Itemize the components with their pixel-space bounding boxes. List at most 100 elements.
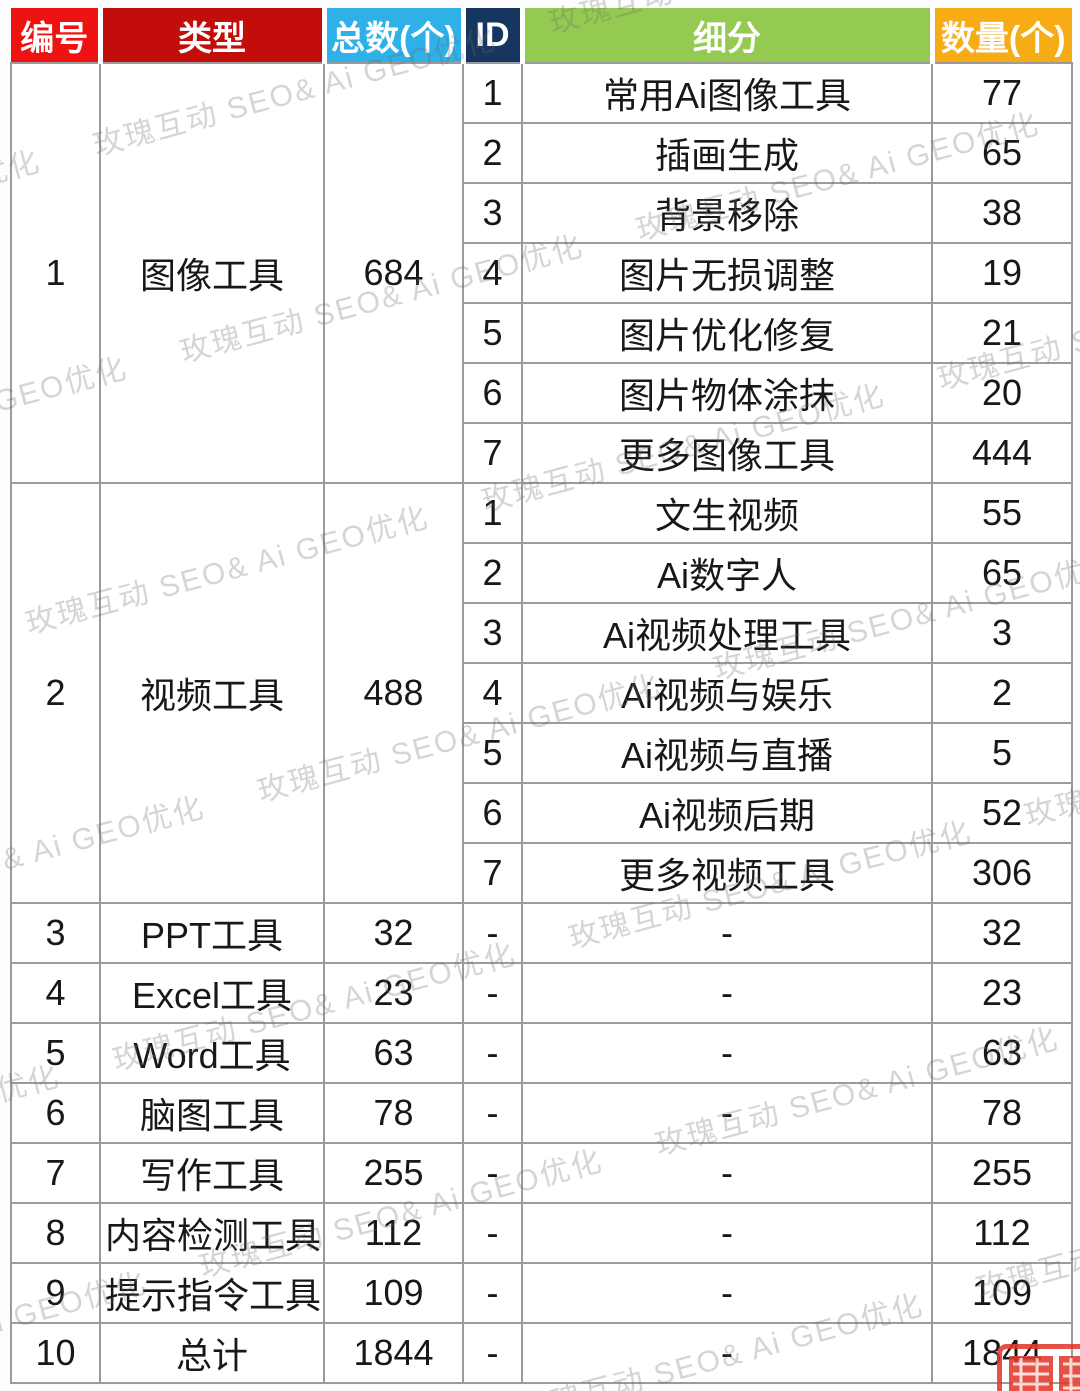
cell-sub-id: 6	[462, 782, 523, 844]
seal-stamp-icon	[997, 1344, 1080, 1391]
cell-sub-id: 7	[462, 422, 523, 484]
cell-name: -	[521, 902, 933, 964]
cell-sub-id: 4	[462, 662, 523, 724]
cell-count: 255	[931, 1142, 1073, 1204]
cell-type: Word工具	[99, 1022, 325, 1084]
cell-type: 提示指令工具	[99, 1262, 325, 1324]
cell-total: 23	[323, 962, 464, 1024]
cell-no: 8	[10, 1202, 101, 1264]
cell-name: -	[521, 962, 933, 1024]
header-row: 编号 类型 总数(个) ID 细分 数量(个)	[11, 8, 1072, 63]
cell-sub-id: 5	[462, 302, 523, 364]
table-row: 8 内容检测工具 112 - - 112	[10, 1202, 1073, 1264]
cell-sub-id: 4	[462, 242, 523, 304]
cell-group-type: 图像工具	[99, 62, 325, 484]
cell-sub-count: 5	[931, 722, 1073, 784]
cell-sub-count: 77	[931, 62, 1073, 124]
cell-total: 255	[323, 1142, 464, 1204]
cell-group-total: 684	[323, 62, 464, 484]
table-row: 3 PPT工具 32 - - 32	[10, 902, 1073, 964]
cell-sub-count: 3	[931, 602, 1073, 664]
cell-sub-count: 19	[931, 242, 1073, 304]
table-row: 5 Word工具 63 - - 63	[10, 1022, 1073, 1084]
cell-sub-count: 65	[931, 542, 1073, 604]
table-row: 7 更多视频工具 306	[11, 842, 1073, 904]
cell-total: 109	[323, 1262, 464, 1324]
cell-type: 总计	[99, 1322, 325, 1384]
cell-no: 3	[10, 902, 101, 964]
cell-sub-id: 3	[462, 602, 523, 664]
cell-id: -	[462, 1322, 523, 1384]
cell-sub-count: 2	[931, 662, 1073, 724]
cell-no: 7	[10, 1142, 101, 1204]
cell-count: 78	[931, 1082, 1073, 1144]
table-row: 2 Ai数字人 65	[11, 542, 1073, 604]
cell-sub-count: 38	[931, 182, 1073, 244]
cell-sub-name: 更多图像工具	[521, 422, 933, 484]
cell-sub-id: 1	[462, 482, 523, 544]
cell-id: -	[462, 1082, 523, 1144]
cell-sub-name: Ai视频处理工具	[521, 602, 933, 664]
cell-sub-name: Ai视频与直播	[521, 722, 933, 784]
cell-id: -	[462, 1142, 523, 1204]
cell-sub-name: Ai视频与娱乐	[521, 662, 933, 724]
table-row: 2 视频工具 488 1 文生视频 55	[10, 482, 1073, 904]
table-row: 7 写作工具 255 - - 255	[10, 1142, 1073, 1204]
cell-group-type: 视频工具	[99, 482, 325, 904]
table-row: 6 脑图工具 78 - - 78	[10, 1082, 1073, 1144]
cell-name: -	[521, 1262, 933, 1324]
cell-no: 5	[10, 1022, 101, 1084]
table-row: 3 Ai视频处理工具 3	[11, 602, 1073, 664]
cell-sub-id: 6	[462, 362, 523, 424]
cell-group-no: 1	[10, 62, 101, 484]
cell-type: 写作工具	[99, 1142, 325, 1204]
cell-sub-count: 52	[931, 782, 1073, 844]
cell-sub-name: 图片优化修复	[521, 302, 933, 364]
cell-total: 1844	[323, 1322, 464, 1384]
cell-count: 32	[931, 902, 1073, 964]
cell-sub-count: 444	[931, 422, 1073, 484]
cell-count: 109	[931, 1262, 1073, 1324]
cell-count: 63	[931, 1022, 1073, 1084]
cell-sub-name: 常用Ai图像工具	[521, 62, 933, 124]
cell-sub-name: 更多视频工具	[521, 842, 933, 904]
cell-type: PPT工具	[99, 902, 325, 964]
cell-sub-count: 306	[931, 842, 1073, 904]
table-row: 3 背景移除 38	[11, 182, 1073, 244]
cell-sub-id: 5	[462, 722, 523, 784]
column-header-id: ID	[463, 8, 525, 63]
cell-type: 脑图工具	[99, 1082, 325, 1144]
cell-id: -	[462, 962, 523, 1024]
table-row: 4 Ai视频与娱乐 2	[11, 662, 1073, 724]
cell-total: 63	[323, 1022, 464, 1084]
cell-count: 23	[931, 962, 1073, 1024]
cell-name: -	[521, 1322, 933, 1384]
cell-sub-id: 1	[462, 62, 523, 124]
cell-sub-id: 7	[462, 842, 523, 904]
column-header-type: 类型	[100, 8, 327, 63]
cell-sub-count: 55	[931, 482, 1073, 544]
table-row: 2 插画生成 65	[11, 122, 1073, 184]
cell-type: Excel工具	[99, 962, 325, 1024]
cell-sub-name: 背景移除	[521, 182, 933, 244]
cell-sub-name: 图片无损调整	[521, 242, 933, 304]
watermark-strip: 玫瑰互动 SEO& Ai GEO优化玫瑰互动 SEO& Ai GEO优化玫瑰互动…	[0, 0, 1080, 16]
cell-sub-id: 2	[462, 122, 523, 184]
cell-no: 4	[10, 962, 101, 1024]
cell-no: 6	[10, 1082, 101, 1144]
column-header-total: 总数(个)	[324, 8, 466, 63]
cell-id: -	[462, 1202, 523, 1264]
cell-sub-name: 文生视频	[521, 482, 933, 544]
table-row: 10 总计 1844 - - 1844	[10, 1322, 1073, 1384]
cell-name: -	[521, 1082, 933, 1144]
cell-count: 112	[931, 1202, 1073, 1264]
cell-group-no: 2	[10, 482, 101, 904]
cell-group-total: 488	[323, 482, 464, 904]
cell-id: -	[462, 1262, 523, 1324]
cell-name: -	[521, 1022, 933, 1084]
ai-tools-table: 编号 类型 总数(个) ID 细分 数量(个) 1 图像工具 684 1 常用A…	[10, 8, 1073, 1384]
cell-total: 32	[323, 902, 464, 964]
table-row: 7 更多图像工具 444	[11, 422, 1073, 484]
table-row: 6 图片物体涂抹 20	[11, 362, 1073, 424]
cell-sub-name: Ai视频后期	[521, 782, 933, 844]
